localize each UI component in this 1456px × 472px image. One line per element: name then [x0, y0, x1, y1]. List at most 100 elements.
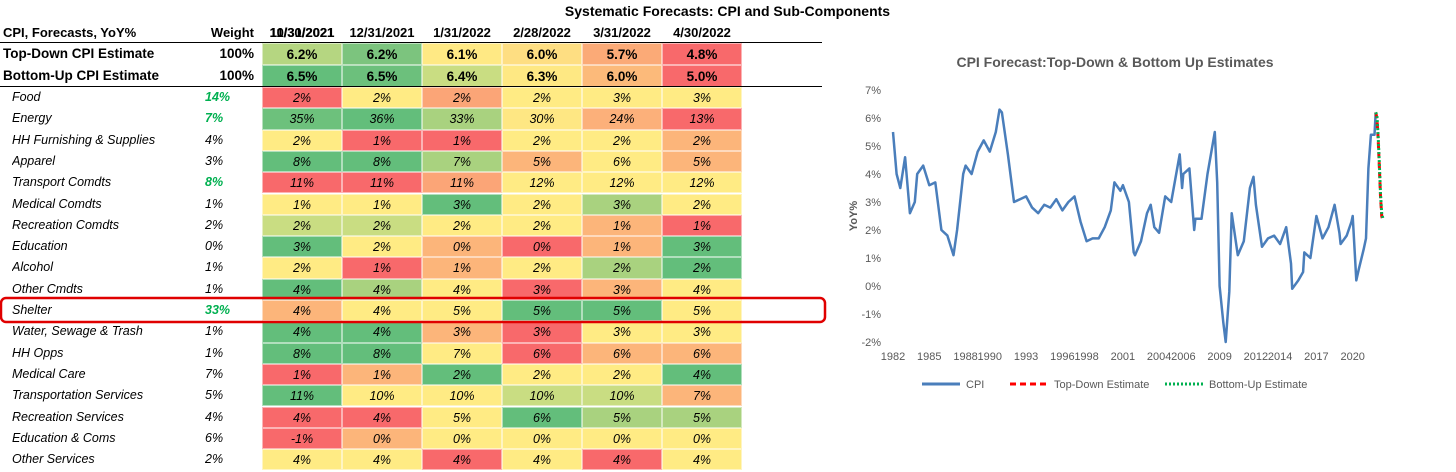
value-cell: 6%: [502, 406, 582, 428]
value-cell: 1%: [342, 129, 422, 151]
row-weight: 1%: [205, 260, 224, 275]
table-title: Systematic Forecasts: CPI and Sub-Compon…: [564, 3, 891, 19]
row-label: Medical Comdts: [12, 196, 102, 211]
row-weight: 7%: [205, 111, 224, 126]
header-cell: 11/30/2021: [269, 25, 335, 40]
value-cell: 0%: [502, 427, 582, 450]
x-tick-label: 2004: [1147, 351, 1171, 363]
x-tick-label: 2006: [1171, 351, 1195, 363]
row-weight: 7%: [205, 366, 224, 381]
value-cell: 5%: [422, 406, 502, 428]
value-cell: 2%: [342, 87, 422, 109]
x-tick-label: 1993: [1014, 351, 1038, 363]
value-cell: 6.2%: [342, 43, 422, 65]
x-tick-label: 2012: [1244, 351, 1268, 363]
value-cell: 0%: [662, 427, 742, 450]
y-tick-label: 0%: [865, 281, 881, 293]
value-cell: 4%: [662, 363, 742, 386]
legend-label: Top-Down Estimate: [1054, 379, 1149, 391]
row-label: Medical Care: [12, 366, 86, 381]
value-cell: 3%: [662, 236, 742, 258]
y-tick-label: 2%: [865, 225, 881, 237]
value-cell: 8%: [262, 150, 342, 173]
value-cell: 1%: [662, 214, 742, 237]
row-weight: 5%: [205, 388, 224, 403]
x-tick-label: 2009: [1207, 351, 1231, 363]
value-cell: 6.0%: [502, 43, 582, 65]
value-cell: 6%: [582, 150, 662, 173]
value-cell: 4%: [662, 449, 742, 471]
value-cell: 4%: [342, 449, 422, 471]
value-cell: 2%: [262, 129, 342, 151]
header-cell: 4/30/2022: [673, 25, 731, 40]
value-cell: 5%: [662, 300, 742, 322]
value-cell: 3%: [422, 193, 502, 215]
value-cell: 1%: [262, 193, 342, 215]
value-cell: 2%: [662, 193, 742, 215]
header-cell: 2/28/2022: [513, 25, 571, 40]
value-cell: 11%: [342, 172, 422, 194]
row-label: HH Opps: [12, 345, 64, 360]
row-label: Recreation Comdts: [12, 217, 119, 232]
y-tick-label: 4%: [865, 169, 881, 181]
row-weight: 6%: [205, 430, 224, 445]
value-cell: 5.0%: [662, 65, 742, 87]
value-cell: 10%: [582, 385, 662, 407]
value-cell: 8%: [342, 342, 422, 364]
value-cell: 2%: [502, 363, 582, 386]
value-cell: 4%: [422, 449, 502, 471]
y-tick-label: -1%: [861, 309, 881, 321]
value-cell: 2%: [342, 236, 422, 258]
x-tick-label: 2001: [1111, 351, 1135, 363]
value-cell: 2%: [582, 129, 662, 151]
value-cell: 4%: [262, 278, 342, 300]
value-cell: 7%: [422, 342, 502, 364]
x-tick-label: 1998: [1074, 351, 1098, 363]
row-weight: 1%: [205, 345, 224, 360]
value-cell: 7%: [422, 150, 502, 173]
value-cell: 2%: [422, 87, 502, 109]
value-cell: 1%: [582, 236, 662, 258]
row-label: Water, Sewage & Trash: [12, 324, 143, 339]
y-tick-label: 6%: [865, 113, 881, 125]
x-tick-label: 2014: [1268, 351, 1292, 363]
value-cell: 1%: [422, 129, 502, 151]
value-cell: 10%: [502, 385, 582, 407]
value-cell: 2%: [502, 257, 582, 279]
value-cell: 4%: [262, 449, 342, 471]
value-cell: 11%: [262, 172, 342, 194]
value-cell: 1%: [342, 257, 422, 279]
value-cell: 35%: [262, 108, 342, 130]
header-cell: 3/31/2022: [593, 25, 651, 40]
value-cell: 24%: [582, 108, 662, 130]
value-cell: 30%: [502, 108, 582, 130]
value-cell: 2%: [262, 87, 342, 109]
header-rule: [0, 42, 822, 43]
value-cell: 6.0%: [582, 65, 662, 87]
value-cell: 0%: [422, 427, 502, 450]
value-cell: 1%: [582, 214, 662, 237]
value-cell: 6.1%: [422, 43, 502, 65]
chart-title: CPI Forecast:Top-Down & Bottom Up Estima…: [956, 54, 1273, 70]
value-cell: 3%: [582, 278, 662, 300]
value-cell: 4%: [582, 449, 662, 471]
row-label: Top-Down CPI Estimate: [3, 46, 155, 61]
value-cell: 11%: [262, 385, 342, 407]
value-cell: 1%: [422, 257, 502, 279]
value-cell: 3%: [662, 87, 742, 109]
value-cell: 8%: [342, 150, 422, 173]
row-label: Alcohol: [12, 260, 53, 275]
value-cell: 4%: [342, 406, 422, 428]
row-weight: 4%: [205, 409, 224, 424]
row-label: Transportation Services: [12, 388, 144, 403]
legend-label: CPI: [966, 379, 984, 391]
highlight-box: [0, 296, 827, 324]
header-cell: Weight: [210, 25, 254, 40]
value-cell: 2%: [262, 214, 342, 237]
x-tick-label: 2020: [1340, 351, 1364, 363]
value-cell: 4.8%: [662, 43, 742, 65]
value-cell: 3%: [262, 236, 342, 258]
header-cell: 12/31/2021: [349, 25, 415, 40]
row-label: Other Services: [12, 452, 95, 467]
row-weight: 33%: [205, 303, 231, 317]
